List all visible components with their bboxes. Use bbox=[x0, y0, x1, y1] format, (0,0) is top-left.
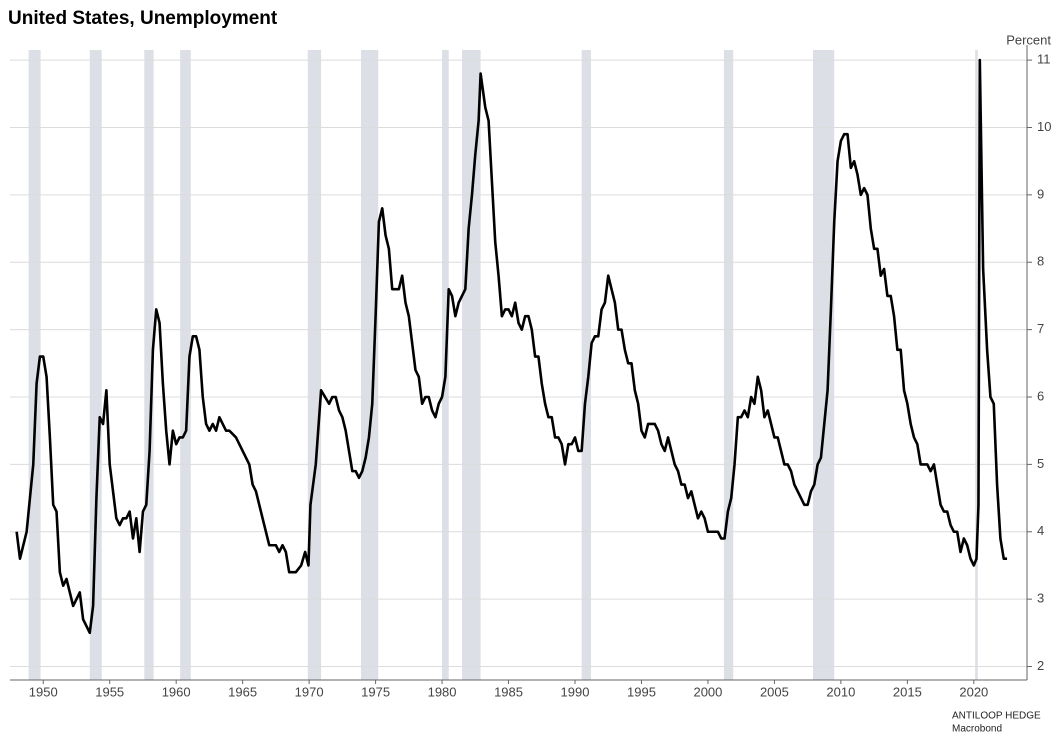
recession-band bbox=[144, 50, 154, 680]
x-tick-label: 1990 bbox=[561, 684, 590, 699]
y-axis-label: Percent bbox=[1006, 32, 1051, 47]
source-line: Macrobond bbox=[952, 724, 1002, 735]
recession-band bbox=[812, 50, 835, 680]
x-tick-label: 2005 bbox=[760, 684, 789, 699]
source-line: ANTILOOP HEDGE bbox=[952, 711, 1041, 722]
recession-band bbox=[307, 50, 322, 680]
recession-band bbox=[462, 50, 481, 680]
recession-band bbox=[89, 50, 102, 680]
y-tick-label: 9 bbox=[1037, 186, 1044, 201]
y-tick-label: 3 bbox=[1037, 591, 1044, 606]
recession-band bbox=[180, 50, 191, 680]
y-tick-label: 4 bbox=[1037, 523, 1044, 538]
y-tick-label: 10 bbox=[1037, 119, 1051, 134]
y-tick-label: 5 bbox=[1037, 456, 1044, 471]
x-tick-label: 1965 bbox=[228, 684, 257, 699]
x-tick-label: 1955 bbox=[95, 684, 124, 699]
x-tick-label: 1950 bbox=[29, 684, 58, 699]
x-tick-label: 1995 bbox=[627, 684, 656, 699]
y-tick-label: 2 bbox=[1037, 658, 1044, 673]
y-tick-label: 7 bbox=[1037, 321, 1044, 336]
x-tick-label: 1985 bbox=[494, 684, 523, 699]
x-tick-label: 1970 bbox=[295, 684, 324, 699]
unemployment-line bbox=[15, 58, 1008, 635]
chart-title: United States, Unemployment bbox=[8, 8, 278, 29]
y-tick-label: 8 bbox=[1037, 254, 1044, 269]
recession-band bbox=[360, 50, 379, 680]
recession-band bbox=[975, 50, 978, 680]
y-tick-label: 6 bbox=[1037, 388, 1044, 403]
y-tick-label: 11 bbox=[1037, 52, 1051, 67]
x-tick-label: 2020 bbox=[959, 684, 988, 699]
x-tick-label: 2000 bbox=[693, 684, 722, 699]
x-tick-label: 1960 bbox=[162, 684, 191, 699]
x-tick-label: 1980 bbox=[428, 684, 457, 699]
x-tick-label: 1975 bbox=[361, 684, 390, 699]
recession-band bbox=[28, 50, 41, 680]
x-tick-label: 2015 bbox=[893, 684, 922, 699]
x-tick-label: 2010 bbox=[826, 684, 855, 699]
recession-band bbox=[723, 50, 734, 680]
recession-band bbox=[581, 50, 591, 680]
